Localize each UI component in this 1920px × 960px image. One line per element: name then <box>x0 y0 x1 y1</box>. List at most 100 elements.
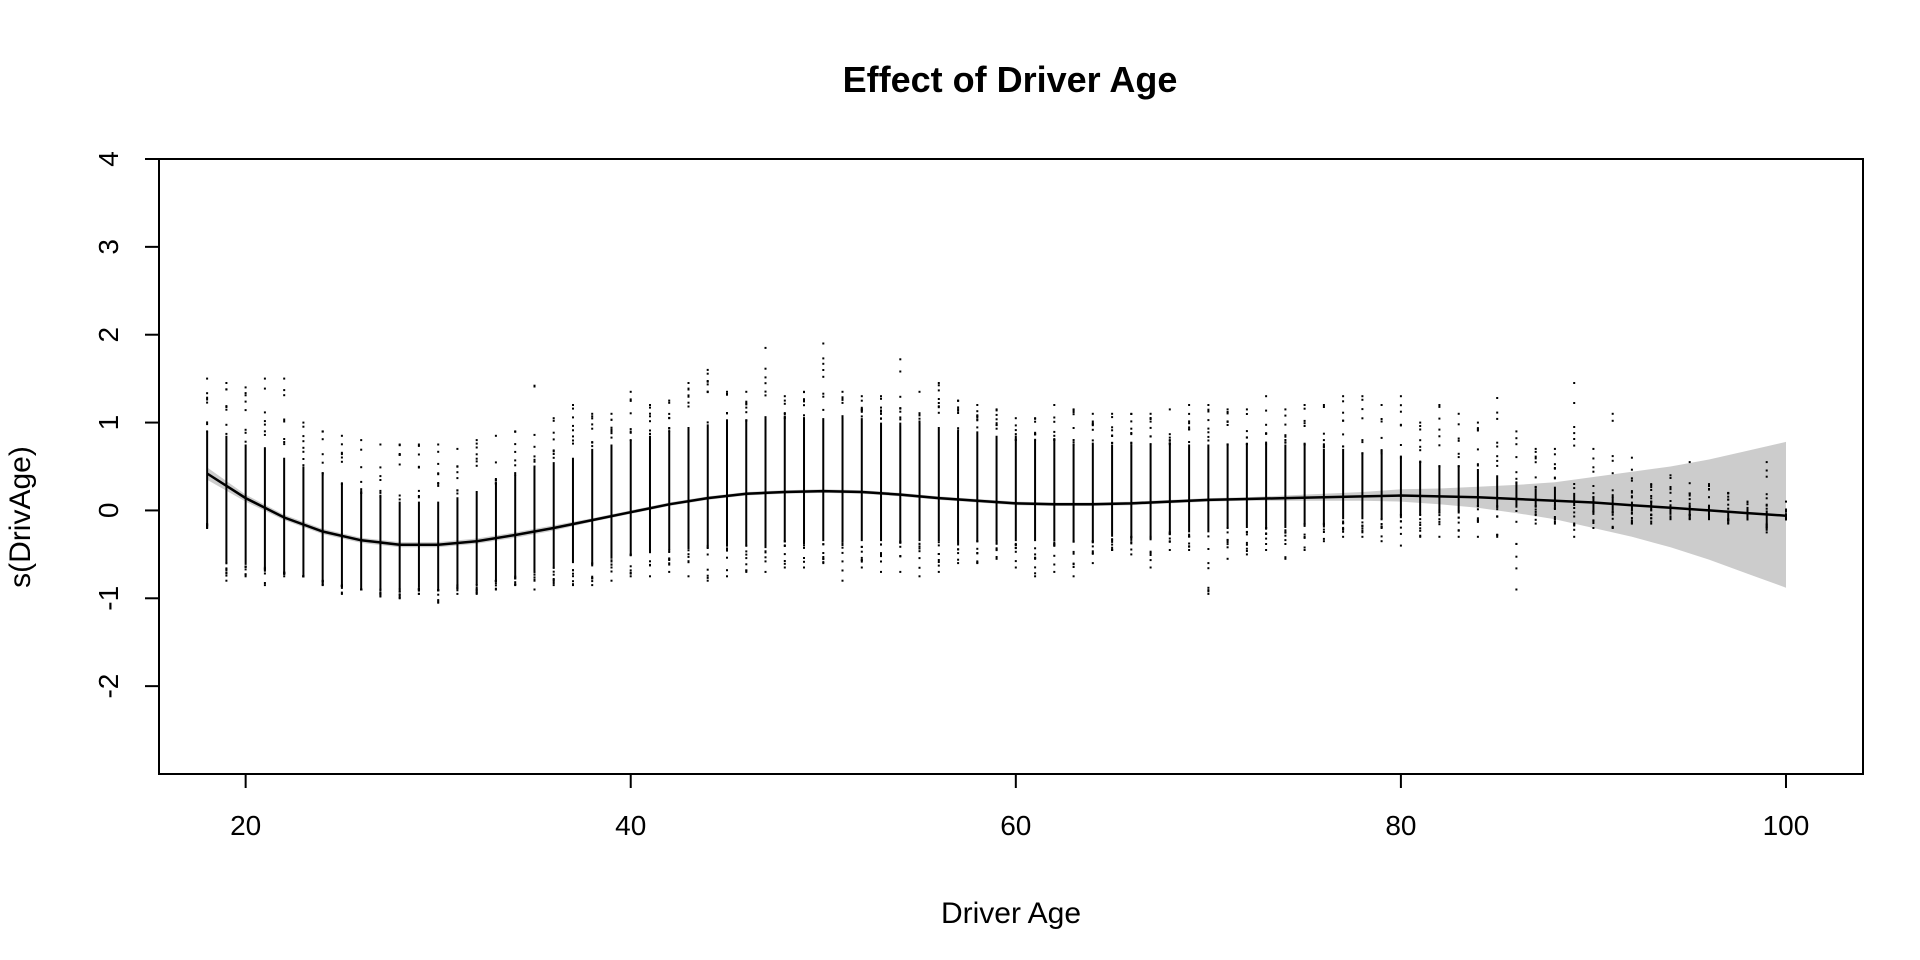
residual-point <box>918 547 921 550</box>
residual-point <box>321 453 324 456</box>
residual-point <box>1207 567 1210 570</box>
residual-point <box>417 444 420 447</box>
residual-column-44 <box>706 368 709 582</box>
residual-point <box>514 472 517 475</box>
residual-point <box>1438 428 1441 431</box>
residual-point <box>1130 413 1133 415</box>
residual-point <box>745 411 748 414</box>
residual-point <box>726 569 728 572</box>
residual-point <box>283 377 286 380</box>
residual-point <box>1534 510 1537 513</box>
residual-point <box>1515 567 1518 570</box>
residual-point <box>649 406 651 409</box>
residual-point <box>1053 404 1056 406</box>
residual-column-80 <box>1399 395 1402 547</box>
residual-point <box>1303 524 1306 527</box>
residual-point <box>1168 439 1171 442</box>
residual-column-81 <box>1419 421 1422 538</box>
residual-point <box>514 450 517 453</box>
residual-point <box>1168 533 1171 536</box>
residual-point <box>417 489 420 492</box>
residual-point <box>206 392 209 395</box>
residual-column-93 <box>1650 483 1653 525</box>
residual-point <box>1785 510 1787 513</box>
residual-point <box>1149 537 1152 539</box>
residual-point <box>726 548 728 551</box>
residual-point <box>1592 470 1595 473</box>
residual-point <box>572 442 574 445</box>
residual-point <box>976 552 979 554</box>
residual-point <box>1553 447 1556 450</box>
residual-point <box>244 386 247 389</box>
residual-point <box>1553 486 1556 489</box>
residual-point <box>610 412 613 415</box>
residual-point <box>1207 410 1210 413</box>
residual-point <box>1534 522 1537 525</box>
residual-point <box>552 456 555 459</box>
residual-column-89 <box>1573 382 1576 538</box>
residual-point <box>1399 520 1402 523</box>
residual-point <box>995 547 998 550</box>
residual-point <box>1688 517 1691 520</box>
residual-point <box>976 560 979 563</box>
residual-point <box>1515 555 1518 558</box>
residual-point <box>1303 442 1306 445</box>
residual-point <box>937 561 940 563</box>
residual-point <box>1650 520 1653 523</box>
residual-point <box>244 568 247 571</box>
residual-column-69 <box>1188 404 1191 551</box>
residual-column-35 <box>533 384 536 591</box>
residual-point <box>1765 527 1768 530</box>
residual-point <box>533 588 536 591</box>
residual-point <box>1553 520 1556 523</box>
residual-point <box>475 588 478 590</box>
residual-point <box>572 569 574 572</box>
residual-point <box>514 430 517 433</box>
residual-point <box>1515 482 1518 485</box>
residual-point <box>225 388 228 391</box>
residual-point <box>1361 452 1364 455</box>
residual-point <box>1727 492 1730 495</box>
residual-point <box>957 429 960 432</box>
residual-point <box>918 412 921 415</box>
residual-column-54 <box>899 358 902 573</box>
residual-point <box>1688 461 1691 464</box>
residual-point <box>995 540 998 543</box>
residual-point <box>1207 419 1210 422</box>
residual-point <box>398 498 401 501</box>
residual-point <box>649 432 651 435</box>
residual-point <box>1284 556 1287 559</box>
residual-point <box>1727 498 1730 501</box>
residual-point <box>340 592 343 595</box>
residual-column-68 <box>1168 408 1171 551</box>
residual-point <box>649 560 651 563</box>
residual-point <box>1438 523 1441 526</box>
residual-point <box>1438 404 1441 406</box>
residual-point <box>726 412 728 414</box>
residual-point <box>918 413 921 416</box>
residual-point <box>340 460 343 463</box>
residual-point <box>1072 563 1075 566</box>
residual-point <box>475 491 478 493</box>
residual-point <box>552 580 555 583</box>
residual-point <box>340 443 343 446</box>
residual-point <box>1650 486 1653 489</box>
residual-point <box>822 362 825 365</box>
residual-point <box>726 390 728 393</box>
residual-point <box>783 553 786 556</box>
residual-point <box>379 588 382 591</box>
residual-column-60 <box>1014 417 1017 569</box>
y-tick-label: 4 <box>93 151 124 167</box>
residual-point <box>437 443 440 446</box>
residual-point <box>1592 496 1595 499</box>
residual-point <box>1303 407 1306 410</box>
residual-point <box>1399 526 1402 529</box>
residual-point <box>687 575 690 578</box>
residual-point <box>1034 575 1037 578</box>
residual-point <box>417 495 420 497</box>
residual-point <box>783 399 786 402</box>
residual-point <box>1091 423 1094 426</box>
residual-point <box>1168 433 1171 436</box>
residual-point <box>880 397 882 400</box>
residual-point <box>437 450 440 453</box>
